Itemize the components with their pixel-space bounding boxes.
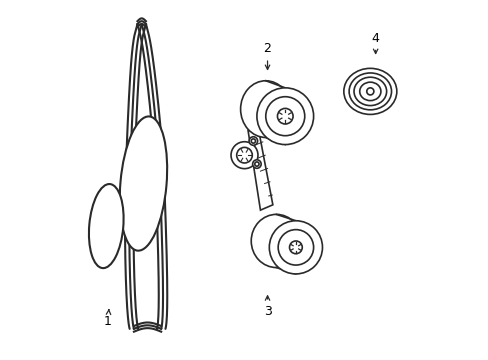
Circle shape [248,137,257,145]
Circle shape [277,108,292,124]
Circle shape [289,241,302,254]
Ellipse shape [92,185,121,267]
Circle shape [251,139,255,143]
Ellipse shape [240,81,290,138]
Circle shape [366,88,373,95]
Ellipse shape [89,184,123,268]
Circle shape [256,88,313,145]
Circle shape [265,97,304,136]
Text: 2: 2 [263,42,271,69]
Circle shape [278,230,313,265]
Ellipse shape [94,187,118,265]
Circle shape [254,162,259,166]
Ellipse shape [251,215,301,267]
Ellipse shape [126,120,160,247]
Circle shape [252,160,261,168]
Circle shape [269,221,322,274]
Text: 1: 1 [104,310,112,328]
Polygon shape [247,130,272,210]
Text: 4: 4 [371,32,379,54]
Text: 3: 3 [263,296,271,318]
Circle shape [230,142,258,168]
Ellipse shape [120,116,167,251]
Circle shape [236,147,252,163]
Ellipse shape [123,118,163,249]
